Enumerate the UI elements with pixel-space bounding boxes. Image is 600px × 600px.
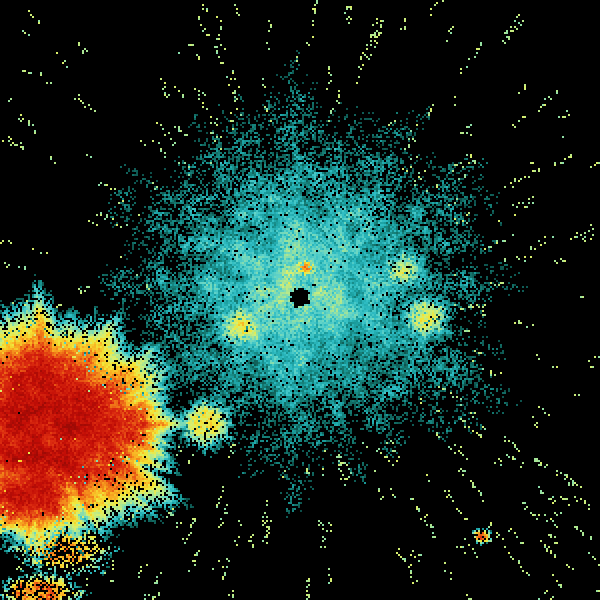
radar-reflectivity-canvas — [0, 0, 600, 600]
radar-reflectivity-image: Reflectivity (dBZ) radar site convective… — [0, 0, 600, 600]
